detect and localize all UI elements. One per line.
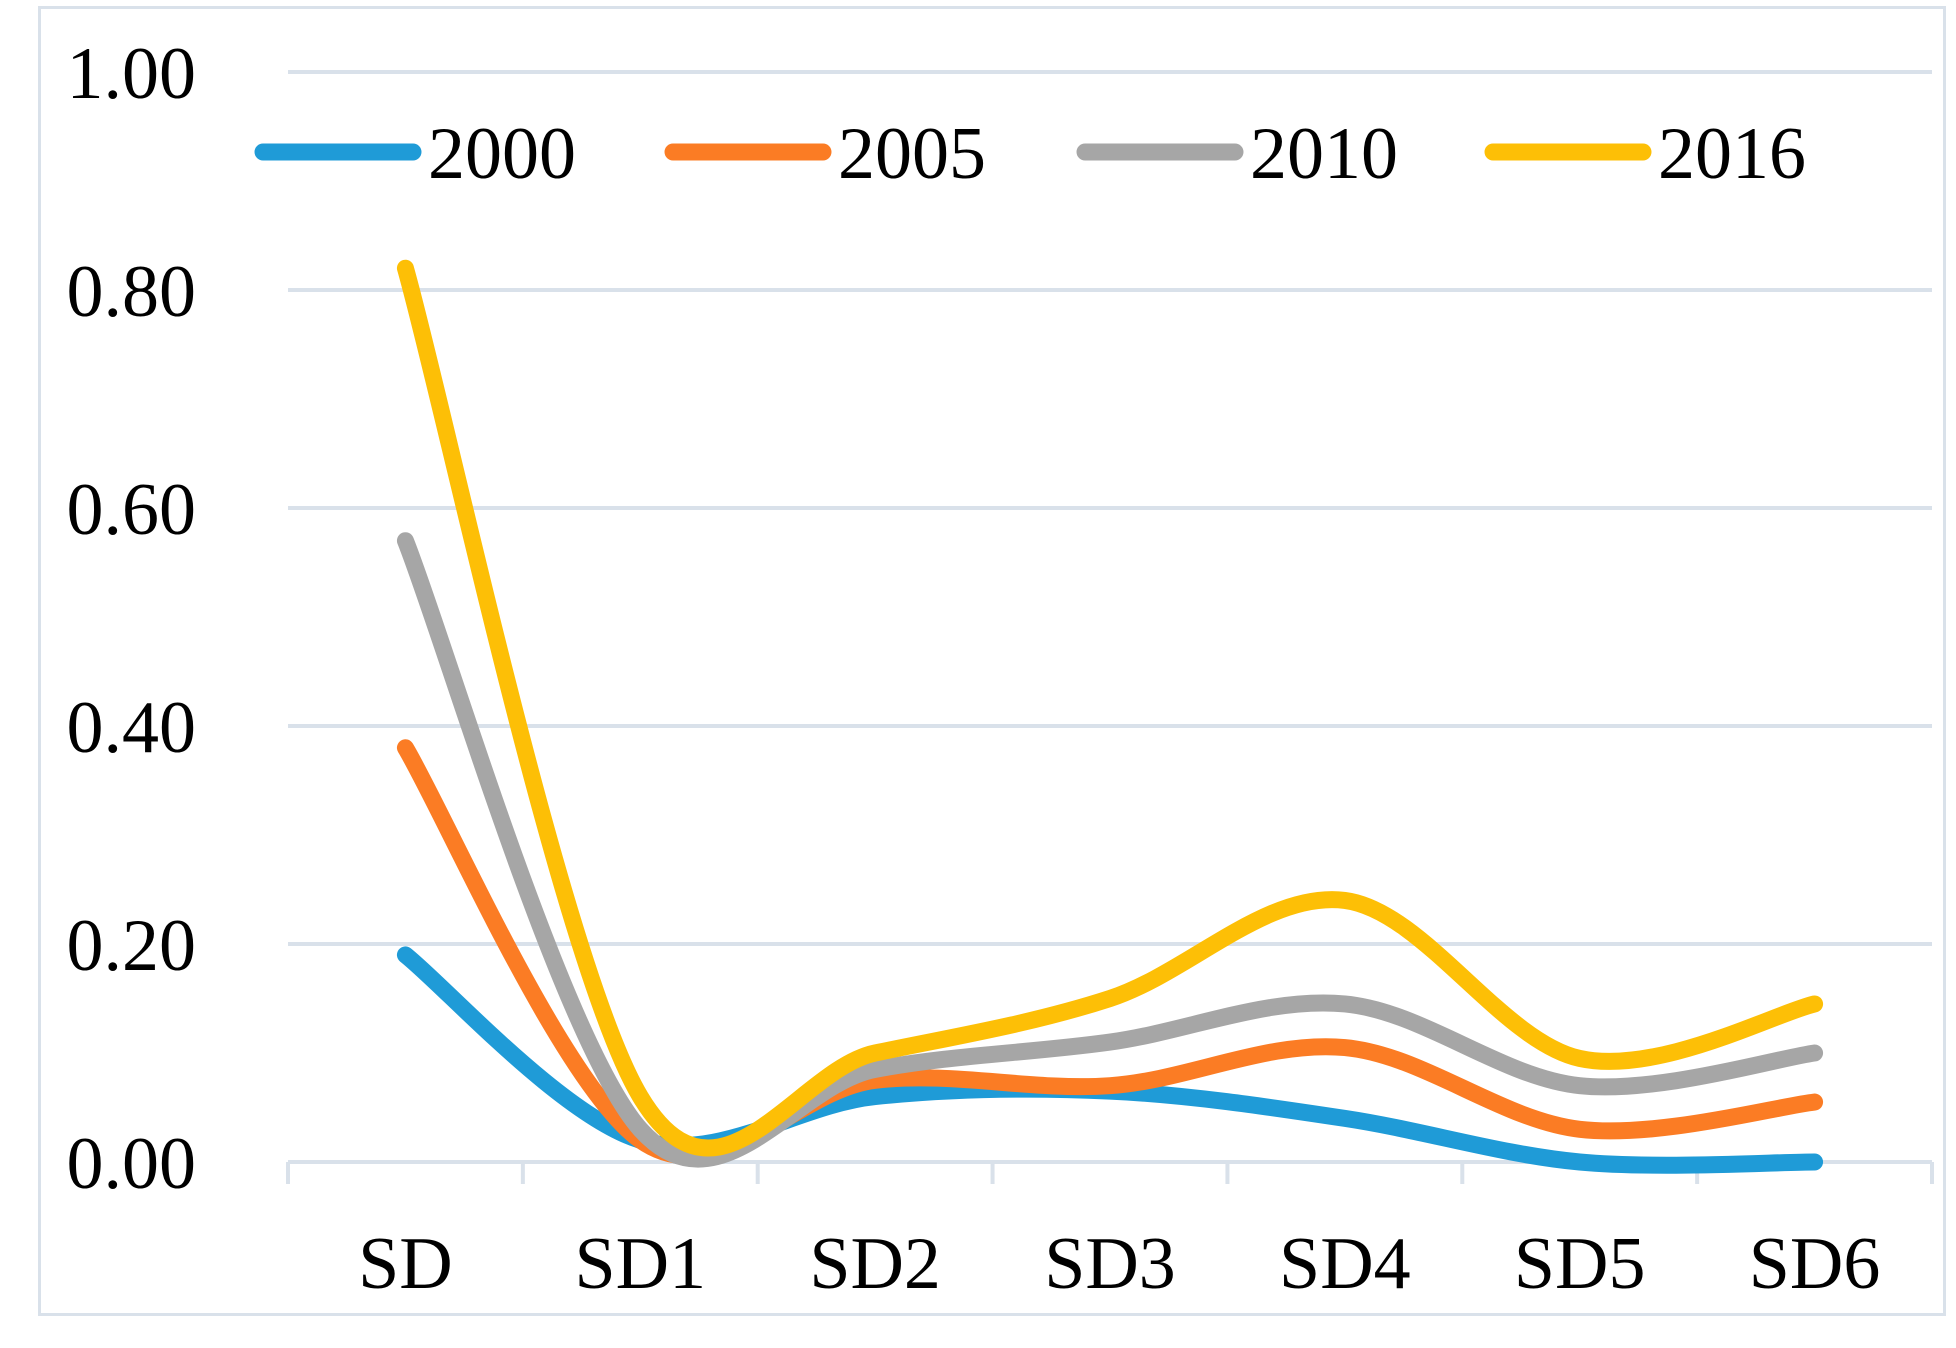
y-tick-label: 1.00 <box>67 33 197 115</box>
x-tick-label: SD1 <box>574 1223 706 1305</box>
x-tick-label: SD <box>358 1223 453 1305</box>
x-tick-label: SD4 <box>1279 1223 1411 1305</box>
y-tick-label: 0.20 <box>67 905 197 987</box>
series-line-2010 <box>396 532 1824 1168</box>
legend-label-2005: 2005 <box>838 113 986 195</box>
x-tick-label: SD5 <box>1514 1223 1646 1305</box>
x-tick-label: SD6 <box>1749 1223 1881 1305</box>
y-axis-tick-labels: 0.00 0.20 0.40 0.60 0.80 1.00 <box>67 33 197 1205</box>
legend-label-2016: 2016 <box>1658 113 1806 195</box>
legend: 2000 2005 2010 2016 <box>254 113 1806 195</box>
y-tick-label: 0.40 <box>67 687 197 769</box>
legend-label-2000: 2000 <box>428 113 576 195</box>
x-axis-tick-labels: SD SD1 SD2 SD3 SD4 SD5 SD6 <box>358 1223 1880 1305</box>
legend-label-2010: 2010 <box>1250 113 1398 195</box>
series-line-2005 <box>396 739 1824 1165</box>
series-lines <box>396 259 1824 1174</box>
x-tick-label: SD3 <box>1044 1223 1176 1305</box>
y-tick-label: 0.80 <box>67 251 197 333</box>
y-tick-label: 0.00 <box>67 1123 197 1205</box>
grid-lines <box>288 70 1932 946</box>
y-tick-label: 0.60 <box>67 469 197 551</box>
x-tick-label: SD2 <box>809 1223 941 1305</box>
series-line-2016 <box>396 259 1824 1157</box>
